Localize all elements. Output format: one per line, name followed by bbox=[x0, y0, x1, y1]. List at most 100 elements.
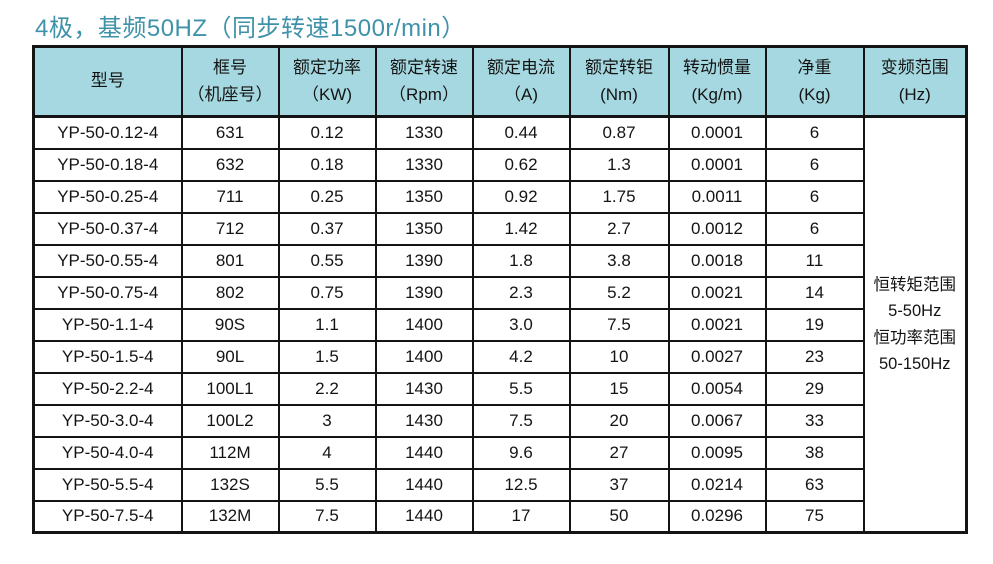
col-header-rated-current: 额定电流 （A) bbox=[471, 45, 571, 118]
table-cell: 1400 bbox=[374, 339, 474, 374]
table-cell: 1430 bbox=[374, 371, 474, 406]
table-cell: 5.5 bbox=[277, 467, 377, 502]
col-header-rated-torque: 额定转钜 (Nm) bbox=[568, 45, 670, 118]
page-title: 4极，基频50HZ（同步转速1500r/min） bbox=[35, 15, 466, 42]
header-line: 净重 bbox=[797, 58, 832, 78]
table-cell: 802 bbox=[180, 275, 280, 310]
header-line: （机座号） bbox=[187, 84, 273, 104]
table-cell: YP-50-5.5-4 bbox=[32, 467, 183, 502]
table-cell: 132S bbox=[180, 467, 280, 502]
table-cell: 63 bbox=[764, 467, 865, 502]
table-row: YP-50-1.5-4 90L 1.5 1400 4.2 10 0.0027 23 bbox=[32, 339, 967, 374]
table-cell: 1330 bbox=[374, 115, 474, 150]
header-line: 额定功率 bbox=[293, 58, 361, 78]
table-cell: 17 bbox=[471, 499, 571, 534]
table-row: YP-50-3.0-4 100L2 3 1430 7.5 20 0.0067 33 bbox=[32, 403, 967, 438]
col-header-net-weight: 净重 (Kg) bbox=[764, 45, 865, 118]
col-header-rated-speed: 额定转速 （Rpm） bbox=[374, 45, 474, 118]
table-cell: YP-50-0.37-4 bbox=[32, 211, 183, 246]
header-row: 型号 框号 （机座号） 额定功率 （KW) 额定转速 （Rpm） 额定电流 bbox=[32, 45, 968, 118]
header-line: (Hz) bbox=[898, 84, 931, 104]
col-header-rated-power: 额定功率 （KW) bbox=[277, 45, 377, 118]
table-cell: YP-50-7.5-4 bbox=[32, 499, 183, 534]
table-cell: 38 bbox=[764, 435, 865, 470]
table-cell: 10 bbox=[568, 339, 670, 374]
table-cell: 6 bbox=[764, 179, 865, 214]
table-cell: 1350 bbox=[374, 179, 474, 214]
table-row: YP-50-0.55-4 801 0.55 1390 1.8 3.8 0.0018 11 bbox=[32, 243, 967, 278]
table-cell: 0.0021 bbox=[667, 307, 767, 342]
table-cell: 1440 bbox=[374, 499, 474, 534]
table-cell: 0.62 bbox=[471, 147, 571, 182]
header-line: 额定转速 bbox=[390, 58, 458, 78]
table-cell: YP-50-3.0-4 bbox=[32, 403, 183, 438]
table-cell: 1.5 bbox=[277, 339, 377, 374]
table-cell: 3 bbox=[277, 403, 377, 438]
table-cell: 2.3 bbox=[471, 275, 571, 310]
table-cell: YP-50-4.0-4 bbox=[32, 435, 183, 470]
table-cell: 0.0095 bbox=[667, 435, 767, 470]
col-header-rotary-inertia: 转动惯量 (Kg/m) bbox=[667, 45, 767, 118]
table-cell: 2.7 bbox=[568, 211, 670, 246]
table-cell: 7.5 bbox=[277, 499, 377, 534]
table-cell: 1.42 bbox=[471, 211, 571, 246]
table-cell: 100L1 bbox=[180, 371, 280, 406]
table-cell: 712 bbox=[180, 211, 280, 246]
table-cell: 1390 bbox=[374, 275, 474, 310]
table-cell: 2.2 bbox=[277, 371, 377, 406]
table-cell: 75 bbox=[764, 499, 865, 534]
table-cell: 0.0011 bbox=[667, 179, 767, 214]
table-cell: 1350 bbox=[374, 211, 474, 246]
table-cell: 12.5 bbox=[471, 467, 571, 502]
table-cell: 0.0001 bbox=[667, 115, 767, 150]
table-cell: 711 bbox=[180, 179, 280, 214]
table-cell: 0.0021 bbox=[667, 275, 767, 310]
table-cell: 1440 bbox=[374, 435, 474, 470]
table-cell: 132M bbox=[180, 499, 280, 534]
header-line: （KW) bbox=[301, 84, 353, 104]
frequency-range-note: 恒转矩范围 5-50Hz 恒功率范围 50-150Hz bbox=[862, 115, 968, 534]
table-cell: 3.8 bbox=[568, 243, 670, 278]
table-cell: 0.0001 bbox=[667, 147, 767, 182]
col-header-frame: 框号 （机座号） bbox=[180, 45, 280, 118]
table-body: YP-50-0.12-4 631 0.12 1330 0.44 0.87 0.0001 6 恒转… bbox=[32, 115, 968, 534]
table-row: YP-50-0.12-4 631 0.12 1330 0.44 0.87 0.0001 6 恒转… bbox=[32, 115, 968, 534]
table-cell: 112M bbox=[180, 435, 280, 470]
table-row: YP-50-0.18-4 632 0.18 1330 0.62 1.3 0.0001 6 bbox=[32, 147, 967, 182]
table-cell: 0.44 bbox=[471, 115, 571, 150]
table-cell: 4.2 bbox=[471, 339, 571, 374]
table-cell: 0.75 bbox=[277, 275, 377, 310]
table-cell: 6 bbox=[764, 211, 865, 246]
table-cell: 0.0018 bbox=[667, 243, 767, 278]
table-cell: 11 bbox=[764, 243, 865, 278]
table-cell: 20 bbox=[568, 403, 670, 438]
table-cell: 801 bbox=[180, 243, 280, 278]
note-line: 恒转矩范围 bbox=[873, 275, 957, 294]
table-cell: 33 bbox=[764, 403, 865, 438]
table-cell: 19 bbox=[764, 307, 865, 342]
table-cell: 1330 bbox=[374, 147, 474, 182]
table-cell: 1.1 bbox=[277, 307, 377, 342]
table-cell: YP-50-1.1-4 bbox=[32, 307, 183, 342]
header-line: 型号 bbox=[90, 71, 125, 91]
table-cell: 4 bbox=[277, 435, 377, 470]
table-cell: 0.0027 bbox=[667, 339, 767, 374]
table-cell: YP-50-0.12-4 bbox=[32, 115, 183, 150]
table-cell: 0.37 bbox=[277, 211, 377, 246]
table-row: YP-50-0.25-4 711 0.25 1350 0.92 1.75 0.0011 6 bbox=[32, 179, 967, 214]
table-cell: YP-50-0.25-4 bbox=[32, 179, 183, 214]
table-cell: 3.0 bbox=[471, 307, 571, 342]
table-cell: YP-50-0.18-4 bbox=[32, 147, 183, 182]
header-line: （Rpm） bbox=[389, 84, 459, 104]
motor-spec-table: 型号 框号 （机座号） 额定功率 （KW) 额定转速 （Rpm） 额定电流 bbox=[32, 45, 968, 534]
table-row: YP-50-5.5-4 132S 5.5 1440 12.5 37 0.0214 63 bbox=[32, 467, 967, 502]
table-row: YP-50-2.2-4 100L1 2.2 1430 5.5 15 0.0054 29 bbox=[32, 371, 967, 406]
table-cell: 90L bbox=[180, 339, 280, 374]
table-cell: 0.0054 bbox=[667, 371, 767, 406]
table-cell: 0.92 bbox=[471, 179, 571, 214]
table-cell: 5.2 bbox=[568, 275, 670, 310]
table-cell: 90S bbox=[180, 307, 280, 342]
table-cell: 7.5 bbox=[471, 403, 571, 438]
table-cell: 0.18 bbox=[277, 147, 377, 182]
table-row: YP-50-0.37-4 712 0.37 1350 1.42 2.7 0.0012 6 bbox=[32, 211, 967, 246]
